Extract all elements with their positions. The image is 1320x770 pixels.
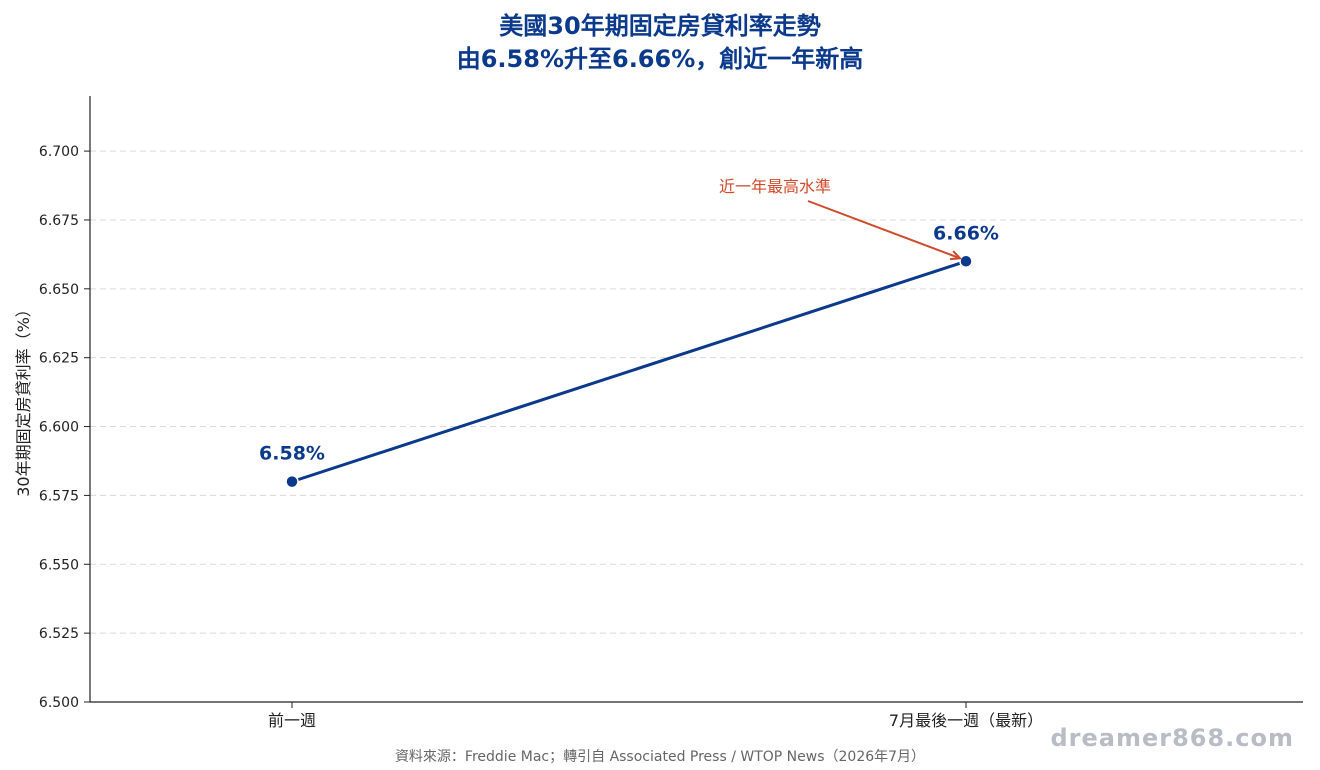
y-tick-label: 6.550: [39, 557, 79, 573]
y-tick-label: 6.675: [39, 213, 79, 229]
x-axis-ticks: 前一週 7月最後一週（最新）: [268, 702, 1043, 730]
data-label: 6.58%: [259, 443, 325, 465]
y-axis-ticks: 6.500 6.525 6.550 6.575 6.600 6.625 6.650 6.675…: [39, 144, 90, 711]
annotation-label: 近一年最高水準: [719, 177, 831, 196]
chart-title: 美國30年期固定房貸利率走勢 由6.58%升至6.66%，創近一年新高: [0, 10, 1320, 76]
y-tick-label: 6.700: [39, 144, 79, 160]
chart-title-line-2: 由6.58%升至6.66%，創近一年新高: [456, 45, 864, 73]
series-line: [291, 259, 967, 484]
y-tick-label: 6.525: [39, 626, 79, 642]
annotation-arrowhead: [949, 250, 963, 261]
y-tick-label: 6.600: [39, 420, 79, 436]
series-group: 6.58% 6.66%: [259, 222, 999, 489]
annotation-arrow: [807, 200, 961, 260]
data-point: [285, 474, 299, 489]
y-tick-label: 6.500: [39, 695, 79, 711]
y-tick-label: 6.575: [39, 488, 79, 504]
x-tick-label: 7月最後一週（最新）: [889, 711, 1043, 730]
y-tick-label: 6.625: [39, 351, 79, 367]
data-label: 6.66%: [933, 222, 999, 244]
annotation-group: 近一年最高水準: [719, 177, 963, 261]
watermark: dreamer868.com: [1050, 724, 1294, 752]
data-point: [959, 254, 973, 269]
y-axis-label: 30年期固定房貸利率（%）: [14, 301, 33, 497]
grid-lines: [90, 150, 1303, 634]
source-note: 資料來源：Freddie Mac；轉引自 Associated Press / …: [394, 749, 926, 765]
chart-title-line-1: 美國30年期固定房貸利率走勢: [499, 12, 821, 40]
y-tick-label: 6.650: [39, 282, 79, 298]
x-tick-label: 前一週: [268, 711, 316, 730]
